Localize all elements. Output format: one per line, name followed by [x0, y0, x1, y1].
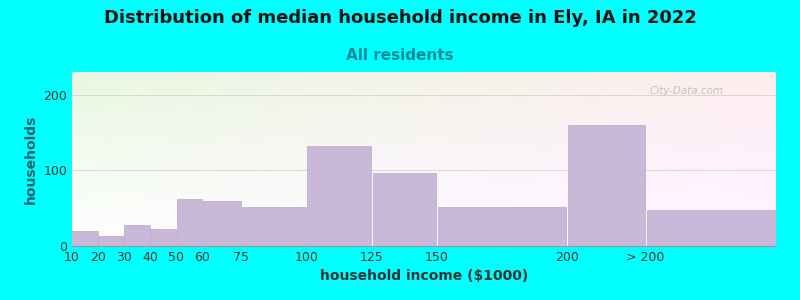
Bar	[373, 172, 436, 246]
Bar	[242, 207, 306, 246]
Text: Distribution of median household income in Ely, IA in 2022: Distribution of median household income …	[103, 9, 697, 27]
Bar	[202, 201, 241, 246]
Text: City-Data.com: City-Data.com	[650, 86, 723, 96]
Bar	[177, 199, 202, 246]
Bar	[72, 231, 98, 246]
Text: All residents: All residents	[346, 48, 454, 63]
Bar	[98, 236, 124, 246]
Bar	[125, 225, 150, 246]
Bar	[568, 125, 645, 246]
Y-axis label: households: households	[24, 114, 38, 204]
Bar	[438, 207, 566, 246]
Bar	[150, 230, 176, 246]
Bar	[647, 210, 774, 246]
Bar	[307, 146, 371, 246]
X-axis label: household income ($1000): household income ($1000)	[320, 269, 528, 284]
